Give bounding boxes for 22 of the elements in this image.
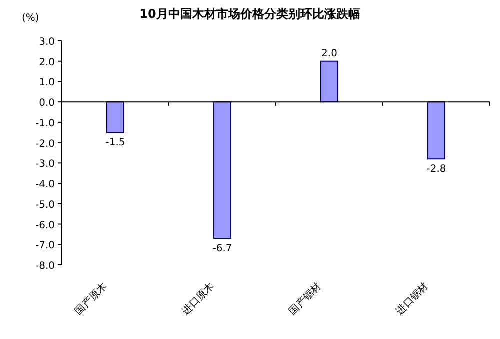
data-label: -2.8: [426, 164, 446, 176]
y-tick-label: -4.0: [35, 180, 55, 191]
x-tick-label: 国产原木: [72, 280, 110, 318]
y-tick-label: -5.0: [35, 200, 55, 211]
data-label: -6.7: [212, 244, 232, 255]
y-tick-label: 2.0: [39, 57, 55, 68]
y-tick-label: 3.0: [39, 37, 55, 48]
y-axis-title: (%): [22, 13, 40, 24]
x-tick-label: 进口锯材: [394, 280, 431, 318]
y-tick-label: 1.0: [39, 78, 55, 89]
data-label: 2.0: [322, 48, 338, 60]
y-tick-label: -7.0: [35, 240, 55, 252]
y-tick-label: -8.0: [35, 261, 55, 272]
y-tick-label: 0.0: [39, 98, 55, 110]
chart-title: 10月中国木材市场价格分类别环比涨跌幅: [140, 7, 360, 21]
y-tick-label: -2.0: [35, 138, 55, 150]
y-tick-label: -1.0: [35, 118, 55, 130]
x-tick-label: 国产锯材: [286, 280, 324, 318]
x-tick-label: 进口原木: [180, 280, 217, 318]
data-label: -1.5: [106, 138, 126, 149]
y-tick-label: -3.0: [35, 159, 55, 170]
y-tick-label: -6.0: [35, 220, 55, 232]
